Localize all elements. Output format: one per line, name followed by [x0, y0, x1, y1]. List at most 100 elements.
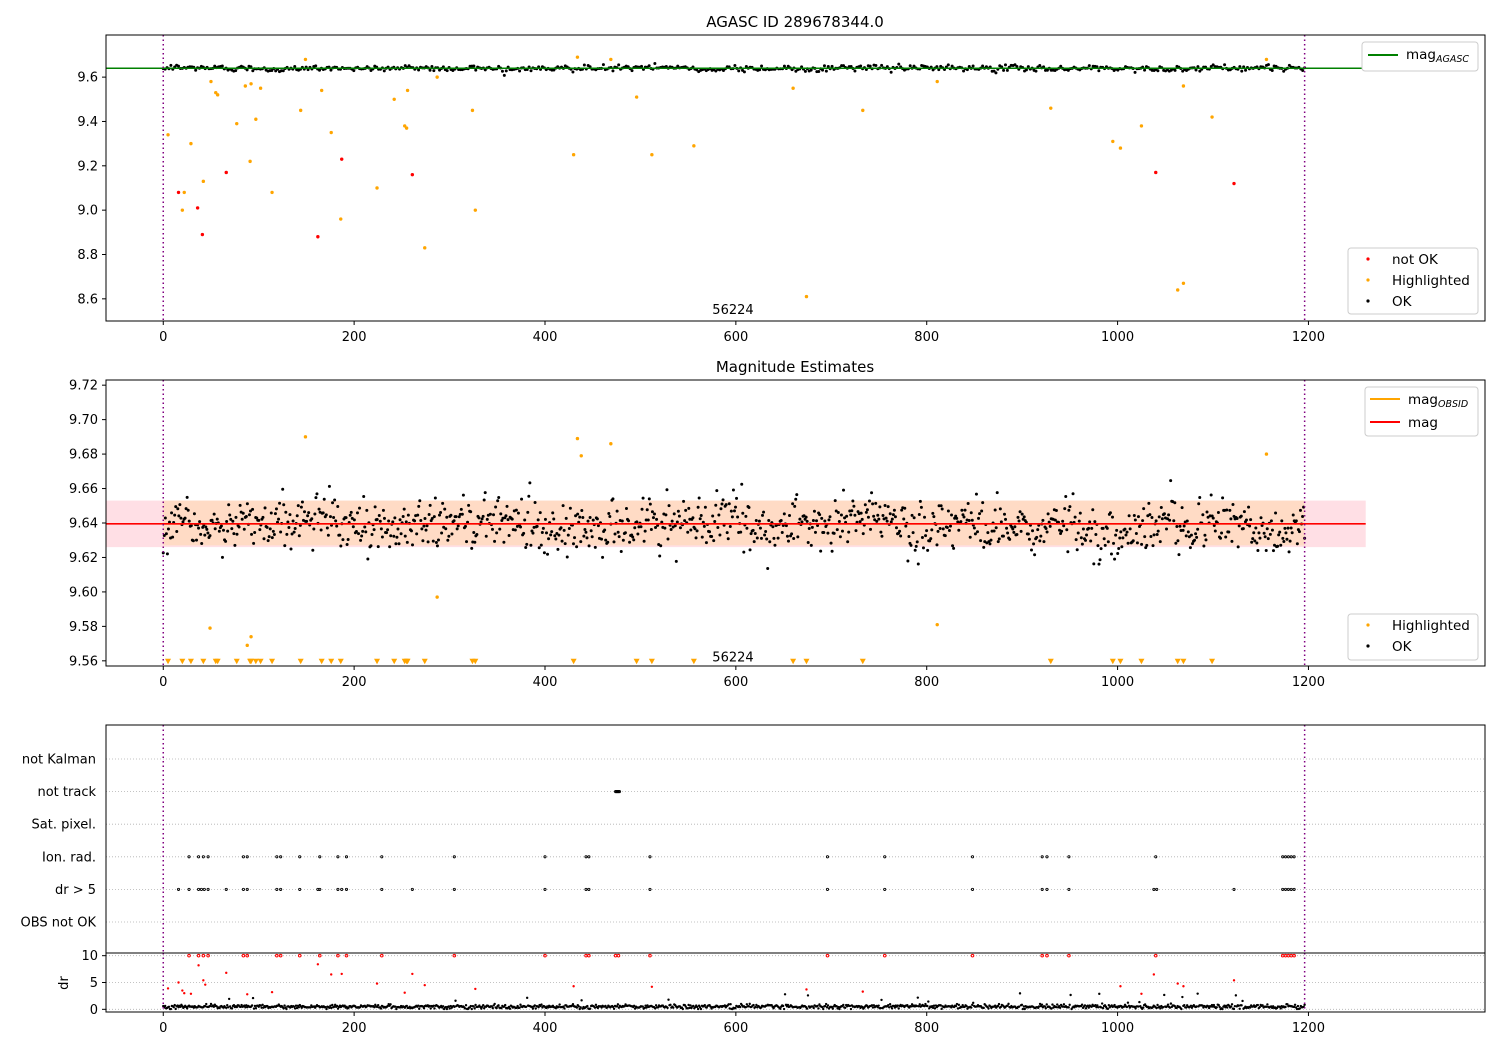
- dr-ok-point: [844, 1006, 847, 1009]
- dr-ok-point: [260, 1006, 263, 1009]
- ok-point: [872, 514, 876, 518]
- ok-point: [278, 501, 282, 505]
- ok-point: [936, 529, 940, 533]
- ok-point: [496, 499, 500, 503]
- ok-point: [585, 536, 589, 540]
- dr-clipped-point: [196, 953, 201, 958]
- highlighted-below-axis-marker: [252, 658, 259, 665]
- dr-ok-point: [1097, 1006, 1100, 1009]
- ok-point: [612, 540, 616, 544]
- dr-ok-point: [395, 1007, 398, 1011]
- highlighted-point: [339, 217, 343, 221]
- dr-ok-point: [687, 1003, 690, 1007]
- ok-point: [961, 513, 965, 517]
- dr-ok-point: [1284, 1005, 1287, 1009]
- ok-point: [432, 515, 436, 519]
- ok-point: [712, 539, 716, 543]
- ok-point: [445, 515, 449, 519]
- ok-point: [911, 531, 915, 535]
- ok-point: [962, 69, 966, 73]
- dr-ok-point: [1125, 1005, 1129, 1009]
- dr-flagged-point: [1152, 973, 1156, 976]
- dr-clipped-point: [245, 953, 250, 958]
- ok-point: [747, 505, 751, 509]
- highlighted-point: [245, 643, 249, 648]
- flag-row-label: Ion. rad.: [42, 850, 96, 865]
- dr-clipped-point: [825, 953, 830, 958]
- ok-point: [1118, 536, 1122, 540]
- dr-clipped-point: [452, 953, 457, 958]
- ok-point: [780, 531, 784, 535]
- flag-point: [543, 855, 547, 859]
- highlighted-below-axis-marker: [803, 658, 810, 665]
- ok-point: [963, 508, 967, 512]
- ok-point: [465, 540, 469, 544]
- dr-ok-point: [805, 1007, 809, 1010]
- ok-point: [582, 534, 586, 538]
- ok-point: [350, 516, 354, 520]
- ok-point: [533, 501, 537, 505]
- ok-point: [782, 512, 786, 516]
- ok-point: [253, 530, 257, 534]
- ok-point: [611, 497, 615, 501]
- dr-ok-point: [686, 1007, 689, 1010]
- not-ok-point: [195, 206, 200, 210]
- dr-ok-point: [932, 1004, 936, 1007]
- dr-ok-point: [282, 1007, 285, 1010]
- ok-point: [401, 514, 405, 518]
- ok-point: [257, 518, 261, 522]
- dr-ok-point: [1122, 1005, 1126, 1008]
- ok-point: [449, 513, 453, 517]
- ok-point: [178, 503, 182, 507]
- ok-point: [391, 520, 395, 524]
- flag-point: [298, 887, 302, 891]
- ok-point: [1188, 546, 1192, 550]
- ok-point: [524, 545, 528, 549]
- dr-ok-point: [1007, 1002, 1010, 1006]
- dr-ok-point: [208, 1004, 212, 1008]
- ok-point: [507, 533, 511, 537]
- ok-point: [1002, 512, 1006, 516]
- dr-ok-point: [1018, 992, 1022, 995]
- dr-ok-point: [1292, 1005, 1296, 1009]
- dr-ok-point: [754, 1005, 757, 1009]
- ok-point: [559, 526, 563, 530]
- dr-ok-point: [1056, 1003, 1059, 1006]
- ok-point: [836, 510, 840, 514]
- ok-point: [818, 513, 822, 517]
- ok-point: [1011, 527, 1015, 531]
- dr-ok-point: [429, 1007, 432, 1010]
- ok-point: [742, 70, 746, 74]
- highlighted-point: [303, 57, 308, 62]
- highlighted-below-axis-marker: [374, 658, 381, 665]
- ok-point: [395, 535, 399, 539]
- ok-point: [776, 536, 780, 540]
- dr-ok-point: [831, 1007, 835, 1010]
- ok-point: [980, 509, 984, 513]
- ok-point: [1194, 532, 1198, 536]
- ok-point: [1141, 519, 1145, 523]
- highlighted-point: [180, 208, 185, 212]
- ok-point: [479, 520, 483, 524]
- ok-point: [1197, 502, 1201, 506]
- ok-point: [415, 532, 419, 536]
- ok-point: [725, 531, 729, 535]
- ok-point: [1190, 542, 1194, 546]
- dr-ok-point: [594, 1003, 598, 1007]
- ok-point: [555, 532, 559, 536]
- ok-point: [1020, 512, 1024, 516]
- dr-ok-point: [1137, 1005, 1140, 1008]
- ok-point: [1092, 562, 1096, 566]
- ok-point: [615, 509, 619, 513]
- ok-point: [428, 68, 432, 72]
- ok-point: [284, 510, 288, 514]
- ok-point: [925, 529, 929, 533]
- dr-ok-point: [540, 1003, 543, 1006]
- ok-point: [543, 517, 547, 521]
- ok-point: [767, 519, 771, 523]
- highlighted-below-axis-marker: [257, 658, 264, 665]
- ok-point: [1098, 558, 1102, 562]
- dr-ok-point: [1207, 1006, 1211, 1010]
- dr-clipped-point: [278, 953, 283, 958]
- dr-ok-point: [1232, 1007, 1236, 1011]
